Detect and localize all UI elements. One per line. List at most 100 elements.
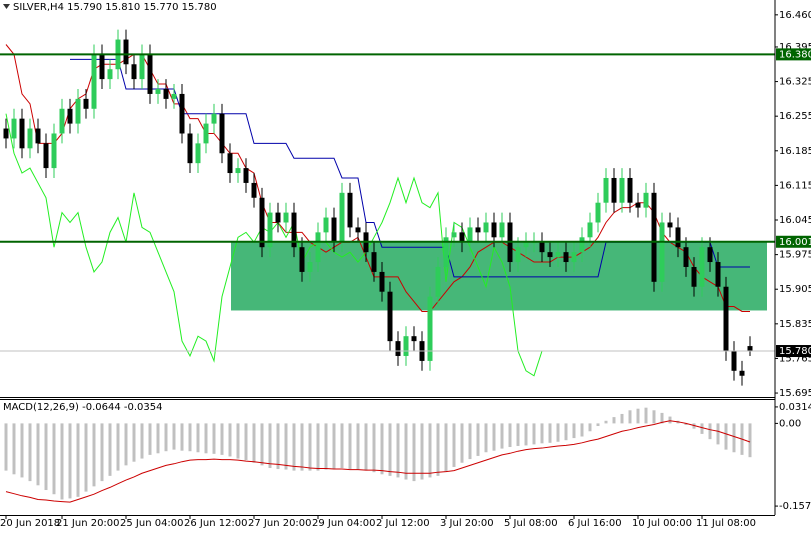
header-icon bbox=[3, 4, 10, 9]
histogram-bar bbox=[388, 423, 392, 476]
histogram-bar bbox=[332, 423, 336, 470]
histogram-bar bbox=[420, 423, 424, 480]
histogram-bar bbox=[212, 423, 216, 454]
candle-body bbox=[611, 177, 617, 203]
candle-body bbox=[443, 237, 449, 267]
candle-body bbox=[547, 252, 553, 258]
indicator-line bbox=[5, 44, 750, 312]
histogram-bar bbox=[436, 423, 440, 476]
candle-body bbox=[627, 177, 633, 203]
histogram-bar bbox=[692, 423, 696, 429]
histogram-bar bbox=[244, 423, 248, 461]
x-tick-label: 3 Jul 20:00 bbox=[440, 518, 494, 529]
histogram-bar bbox=[260, 423, 264, 466]
candle-body bbox=[659, 222, 665, 282]
candle-body bbox=[435, 266, 441, 297]
histogram-bar bbox=[132, 423, 136, 462]
candle-body bbox=[643, 192, 649, 208]
level-label: 16.001 bbox=[779, 237, 811, 248]
candle-body bbox=[387, 291, 393, 342]
histogram-bar bbox=[612, 417, 616, 424]
candle-body bbox=[259, 197, 265, 248]
histogram-bar bbox=[252, 423, 256, 463]
y-tick-label: 16.045 bbox=[779, 215, 811, 226]
histogram-bar bbox=[172, 423, 176, 450]
histogram-bar bbox=[300, 423, 304, 471]
candle-body bbox=[243, 168, 249, 183]
candle-body bbox=[347, 192, 353, 228]
histogram-bar bbox=[196, 423, 200, 453]
histogram-bar bbox=[204, 423, 208, 454]
histogram-bar bbox=[4, 423, 8, 471]
y-tick-label: 16.325 bbox=[779, 77, 811, 88]
histogram-bar bbox=[228, 423, 232, 457]
x-tick-label: 2 Jul 12:00 bbox=[376, 518, 430, 529]
candle-body bbox=[747, 346, 753, 352]
histogram-bar bbox=[652, 410, 656, 424]
candle-body bbox=[331, 217, 337, 243]
y-tick-label: 0.00 bbox=[779, 418, 801, 429]
level-label: 16.380 bbox=[779, 49, 811, 60]
candle-body bbox=[11, 118, 17, 139]
histogram-bar bbox=[524, 423, 528, 446]
histogram-bar bbox=[324, 423, 328, 470]
histogram-bar bbox=[700, 423, 704, 434]
histogram-bar bbox=[28, 423, 32, 482]
candle-body bbox=[411, 336, 417, 342]
candle-body bbox=[291, 212, 297, 248]
histogram-bar bbox=[140, 423, 144, 459]
histogram-bar bbox=[116, 423, 120, 471]
y-tick-label: 16.395 bbox=[779, 42, 811, 53]
candle-body bbox=[699, 247, 705, 287]
candle-body bbox=[371, 252, 377, 272]
candle-body bbox=[27, 128, 33, 149]
histogram-bar bbox=[348, 423, 352, 470]
candle-body bbox=[323, 217, 329, 233]
candle-body bbox=[483, 222, 489, 233]
signal-line bbox=[5, 420, 751, 503]
candle-body bbox=[595, 202, 601, 223]
histogram-bar bbox=[708, 423, 712, 440]
candle-body bbox=[379, 271, 385, 292]
candle-body bbox=[67, 108, 73, 124]
candle-body bbox=[339, 192, 345, 243]
candle-body bbox=[251, 182, 257, 198]
candle-body bbox=[715, 262, 721, 287]
histogram-bar bbox=[596, 423, 600, 427]
candle-body bbox=[131, 64, 137, 80]
histogram-bar bbox=[276, 423, 280, 470]
histogram-bar bbox=[484, 423, 488, 453]
x-tick-label: 29 Jun 04:00 bbox=[312, 518, 376, 529]
x-tick-label: 21 Jun 20:00 bbox=[56, 518, 120, 529]
histogram-bar bbox=[668, 416, 672, 424]
candle-body bbox=[355, 227, 361, 233]
histogram-bar bbox=[108, 423, 112, 476]
candle-body bbox=[395, 341, 401, 356]
candle-body bbox=[707, 247, 713, 263]
x-tick-label: 11 Jul 08:00 bbox=[696, 518, 756, 529]
histogram-bar bbox=[84, 423, 88, 492]
candle-body bbox=[451, 232, 457, 238]
y-tick-label: 15.905 bbox=[779, 284, 811, 295]
histogram-bar bbox=[468, 423, 472, 460]
candle-body bbox=[235, 168, 241, 174]
histogram-bar bbox=[428, 423, 432, 478]
histogram-bar bbox=[180, 423, 184, 451]
histogram-bar bbox=[724, 423, 728, 450]
candle-body bbox=[475, 227, 481, 233]
histogram-bar bbox=[52, 423, 56, 495]
histogram-bar bbox=[340, 423, 344, 468]
candle-body bbox=[59, 108, 65, 134]
candle-body bbox=[99, 54, 105, 80]
candle-body bbox=[75, 98, 81, 124]
x-tick-label: 26 Jun 12:00 bbox=[184, 518, 248, 529]
candle-body bbox=[635, 202, 641, 208]
histogram-bar bbox=[380, 423, 384, 475]
histogram-bar bbox=[92, 423, 96, 487]
candle-body bbox=[227, 153, 233, 174]
candle-body bbox=[107, 69, 113, 80]
histogram-bar bbox=[44, 423, 48, 491]
candle-body bbox=[427, 296, 433, 361]
level-label: 15.780 bbox=[779, 346, 811, 357]
y-tick-label: -0.1576 bbox=[779, 501, 811, 512]
